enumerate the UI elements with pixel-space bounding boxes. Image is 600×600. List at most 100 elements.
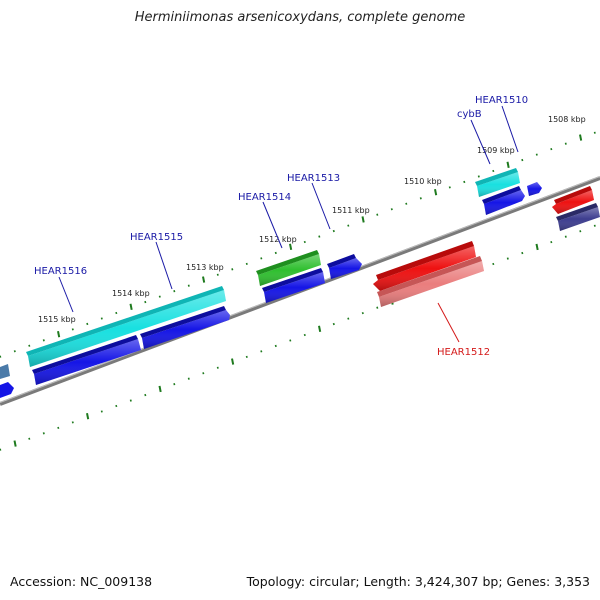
upper-major-tick — [202, 276, 206, 283]
upper-major-tick — [129, 303, 133, 311]
gene-hear1515-cyan[interactable] — [26, 286, 226, 367]
scale-labels: 1508 kbp 1509 kbp 1510 kbp 1511 kbp 1512… — [38, 115, 586, 324]
upper-minor-tick — [376, 213, 379, 216]
lower-minor-tick — [129, 399, 132, 402]
lower-minor-tick — [564, 235, 567, 238]
upper-minor-tick — [332, 229, 335, 233]
lower-minor-tick — [303, 333, 306, 337]
lower-minor-tick — [521, 251, 524, 255]
upper-major-tick — [361, 216, 365, 223]
scale-label-1513: 1513 kbp — [186, 263, 224, 272]
scale-ticks-lower — [0, 224, 596, 451]
topology-text: Topology: circular; Length: 3,424,307 bp… — [246, 574, 590, 589]
upper-minor-tick — [0, 355, 2, 358]
lower-major-tick — [13, 440, 17, 447]
scale-ticks-upper — [0, 131, 596, 358]
lower-minor-tick — [42, 432, 45, 435]
upper-minor-tick — [347, 224, 350, 227]
label-hear1513: HEAR1513 — [287, 173, 340, 184]
gene-cybb-blue[interactable] — [482, 186, 525, 215]
upper-minor-tick — [260, 257, 263, 260]
lower-major-tick — [158, 385, 162, 393]
gene-slate-right-edge[interactable] — [556, 203, 600, 231]
upper-minor-tick — [231, 268, 234, 271]
upper-minor-tick — [550, 148, 553, 151]
gene-hear1513-blue[interactable] — [327, 254, 362, 279]
upper-minor-tick — [245, 262, 248, 266]
gene-cybb-cyan[interactable] — [475, 168, 520, 197]
upper-minor-tick — [521, 158, 524, 162]
upper-major-tick — [289, 243, 293, 250]
upper-minor-tick — [187, 284, 190, 287]
upper-minor-tick — [593, 131, 596, 134]
map-title: Herminiimonas arsenicoxydans, complete g… — [134, 10, 466, 25]
lower-minor-tick — [593, 224, 596, 227]
lower-minor-tick — [173, 383, 176, 386]
scale-label-1511: 1511 kbp — [332, 206, 370, 215]
lower-minor-tick — [245, 355, 248, 359]
label-hear1512: HEAR1512 — [437, 347, 490, 358]
upper-minor-tick — [100, 317, 103, 320]
upper-minor-tick — [71, 328, 74, 331]
upper-minor-tick — [303, 240, 306, 244]
lower-minor-tick — [202, 372, 205, 375]
lower-minor-tick — [100, 410, 103, 413]
gene-steel-left-edge[interactable] — [0, 364, 10, 379]
lower-minor-tick — [187, 377, 190, 380]
lower-minor-tick — [347, 317, 350, 320]
upper-major-tick — [579, 134, 583, 141]
upper-minor-tick — [173, 290, 176, 293]
scale-label-1510: 1510 kbp — [404, 177, 442, 186]
upper-minor-tick — [390, 208, 393, 211]
gene-hear1514-green[interactable] — [256, 250, 321, 286]
lower-minor-tick — [144, 393, 147, 397]
lower-minor-tick — [0, 448, 2, 451]
label-hear1515: HEAR1515 — [130, 232, 183, 243]
scale-label-1509: 1509 kbp — [477, 146, 515, 155]
upper-minor-tick — [535, 153, 538, 156]
upper-major-tick — [434, 188, 438, 196]
gene-hear1512-red[interactable] — [373, 241, 476, 291]
lower-minor-tick — [115, 404, 118, 408]
features-cds-blue — [0, 182, 542, 398]
lower-minor-tick — [28, 437, 31, 440]
upper-minor-tick — [492, 169, 495, 173]
upper-minor-tick — [477, 175, 480, 178]
upper-major-tick — [506, 161, 510, 169]
upper-minor-tick — [115, 311, 118, 315]
lower-major-tick — [535, 243, 539, 251]
upper-major-tick — [57, 330, 61, 338]
upper-minor-tick — [463, 180, 466, 184]
gene-hear1515-blue[interactable] — [140, 306, 230, 349]
lower-minor-tick — [550, 241, 553, 244]
upper-minor-tick — [144, 300, 147, 304]
upper-minor-tick — [158, 295, 161, 298]
upper-minor-tick — [28, 344, 31, 347]
lower-minor-tick — [376, 306, 379, 309]
gene-hear1512-pink[interactable] — [377, 256, 484, 307]
upper-minor-tick — [419, 197, 422, 200]
accession-text: Accession: NC_009138 — [10, 574, 153, 589]
lower-major-tick — [231, 358, 235, 365]
gene-hear1510-blue[interactable] — [527, 182, 542, 196]
lower-minor-tick — [216, 366, 219, 369]
scale-label-1515: 1515 kbp — [38, 315, 76, 324]
gene-labels: HEAR1510 cybB HEAR1513 HEAR1514 HEAR1515… — [34, 95, 528, 358]
upper-minor-tick — [405, 202, 408, 205]
lower-minor-tick — [274, 344, 277, 348]
gene-hear1514-blue[interactable] — [262, 268, 325, 303]
lower-minor-tick — [492, 262, 495, 266]
upper-minor-tick — [42, 339, 45, 342]
lower-minor-tick — [361, 312, 364, 315]
lower-minor-tick — [332, 322, 335, 326]
gene-left-edge-blue[interactable] — [0, 382, 14, 398]
gene-hear1516-blue[interactable] — [32, 335, 141, 385]
lower-minor-tick — [57, 426, 60, 430]
gene-red-right-edge[interactable] — [552, 186, 594, 214]
label-leaders — [58, 105, 519, 343]
lower-minor-tick — [71, 421, 74, 424]
upper-minor-tick — [13, 350, 16, 353]
upper-minor-tick — [216, 273, 219, 276]
lower-major-tick — [86, 413, 90, 420]
